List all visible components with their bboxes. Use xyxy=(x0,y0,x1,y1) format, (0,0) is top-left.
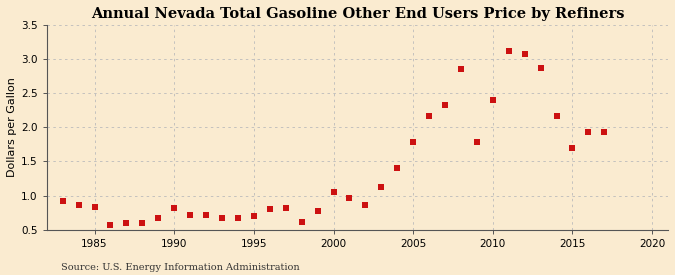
Point xyxy=(376,185,387,189)
Point xyxy=(472,139,483,144)
Point xyxy=(519,52,530,56)
Point xyxy=(567,146,578,150)
Point xyxy=(89,204,100,209)
Point xyxy=(344,196,355,200)
Point xyxy=(185,213,196,217)
Point xyxy=(280,206,291,210)
Point xyxy=(328,190,339,194)
Point xyxy=(583,130,594,134)
Point xyxy=(121,221,132,225)
Point xyxy=(200,213,211,217)
Point xyxy=(360,202,371,207)
Point xyxy=(408,139,418,144)
Title: Annual Nevada Total Gasoline Other End Users Price by Refiners: Annual Nevada Total Gasoline Other End U… xyxy=(90,7,624,21)
Point xyxy=(551,114,562,119)
Point xyxy=(392,166,402,170)
Y-axis label: Dollars per Gallon: Dollars per Gallon xyxy=(7,77,17,177)
Point xyxy=(232,216,243,220)
Point xyxy=(105,223,116,227)
Point xyxy=(535,66,546,70)
Text: Source: U.S. Energy Information Administration: Source: U.S. Energy Information Administ… xyxy=(61,263,300,272)
Point xyxy=(217,216,227,220)
Point xyxy=(599,130,610,134)
Point xyxy=(73,203,84,207)
Point xyxy=(57,199,68,203)
Point xyxy=(296,219,307,224)
Point xyxy=(312,209,323,214)
Point xyxy=(169,206,180,210)
Point xyxy=(504,49,514,53)
Point xyxy=(153,216,163,220)
Point xyxy=(456,66,466,71)
Point xyxy=(439,103,450,108)
Point xyxy=(248,214,259,218)
Point xyxy=(424,114,435,118)
Point xyxy=(137,221,148,225)
Point xyxy=(265,207,275,211)
Point xyxy=(487,98,498,102)
